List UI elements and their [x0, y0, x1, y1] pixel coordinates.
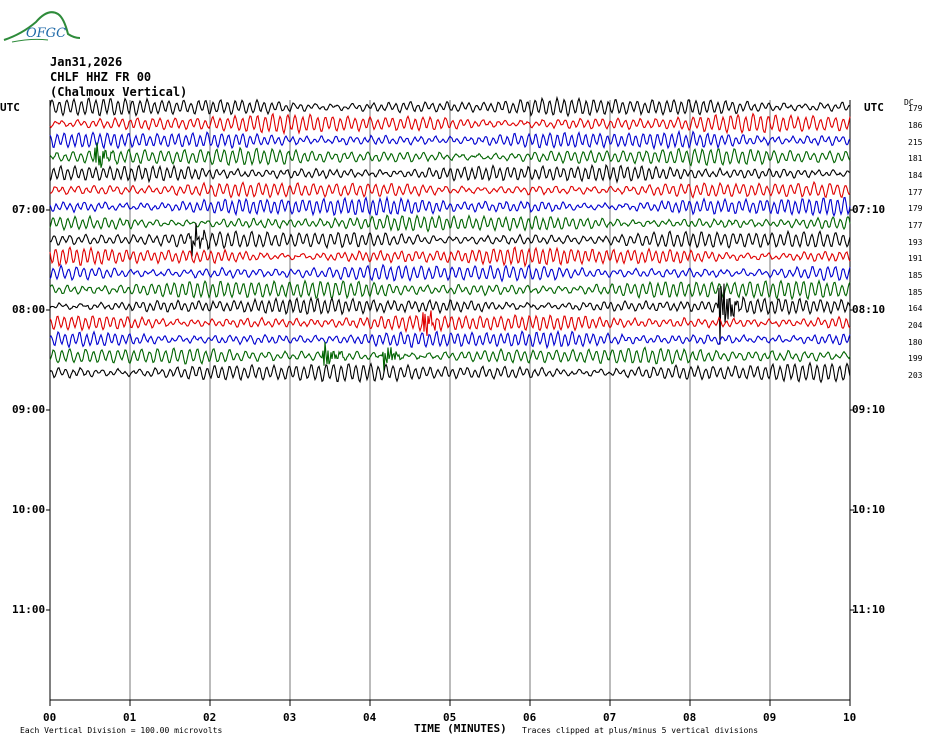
dc-offset: 203 [908, 371, 923, 380]
right-hour-label: 08:10 [852, 303, 886, 316]
dc-offset: 179 [908, 204, 923, 213]
seismic-trace [49, 283, 851, 345]
right-hour-label: 11:10 [852, 603, 886, 616]
left-hour-label: 11:00 [12, 603, 46, 616]
dc-offset: 204 [908, 321, 923, 330]
dc-offset: 177 [908, 188, 923, 197]
dc-offset: 215 [908, 138, 923, 147]
seismic-trace [49, 163, 851, 184]
dc-offset: 191 [908, 254, 923, 263]
dc-offset: 193 [908, 238, 923, 247]
left-hour-label: 08:00 [12, 303, 46, 316]
x-tick-label: 03 [283, 711, 297, 724]
x-tick-label: 04 [363, 711, 377, 724]
dc-offset: 185 [908, 288, 923, 297]
seismic-trace [49, 195, 851, 218]
station-code: CHLF HHZ FR 00 [50, 70, 152, 84]
x-tick-label: 00 [43, 711, 57, 724]
clip-note: Traces clipped at plus/minus 5 vertical … [522, 726, 759, 735]
dc-header: DC [904, 98, 914, 107]
logo-text: OFGC [26, 26, 67, 41]
x-tick-label: 08 [683, 711, 697, 724]
seismic-trace [49, 278, 851, 301]
dc-offset: 179 [908, 104, 923, 113]
seismic-trace [49, 180, 851, 199]
seismic-trace [49, 112, 851, 136]
left-hour-label: 09:00 [12, 403, 46, 416]
seismic-trace [49, 142, 851, 168]
dc-offset: 185 [908, 271, 923, 280]
seismic-trace [49, 341, 851, 372]
seismic-trace [49, 214, 851, 233]
left-hour-label: 10:00 [12, 503, 46, 516]
left-utc-label: UTC [0, 101, 20, 114]
x-axis-title: TIME (MINUTES) [414, 722, 507, 735]
dc-offset: 181 [908, 154, 923, 163]
logo: OFGC [2, 4, 82, 46]
dc-offset: 180 [908, 338, 923, 347]
dc-offset: 186 [908, 121, 923, 130]
seismic-trace [49, 95, 851, 118]
dc-offset: 164 [908, 304, 923, 313]
x-tick-label: 09 [763, 711, 777, 724]
right-hour-label: 07:10 [852, 203, 886, 216]
x-tick-label: 07 [603, 711, 617, 724]
seismic-trace [49, 223, 851, 257]
x-tick-label: 02 [203, 711, 217, 724]
dc-offset: 184 [908, 171, 923, 180]
right-hour-label: 09:10 [852, 403, 886, 416]
seismic-trace [49, 129, 851, 151]
right-utc-label: UTC [864, 101, 884, 114]
x-tick-label: 05 [443, 711, 457, 724]
station-name: (Chalmoux Vertical) [50, 85, 188, 99]
seismic-trace [49, 245, 851, 268]
seismic-trace [49, 329, 851, 350]
left-hour-label: 07:00 [12, 203, 46, 216]
chart-date: Jan31,2026 [50, 55, 123, 69]
right-hour-label: 10:10 [852, 503, 886, 516]
x-tick-label: 01 [123, 711, 137, 724]
x-tick-label: 06 [523, 711, 537, 724]
mountain-logo-icon [3, 11, 81, 43]
seismic-trace [49, 361, 851, 384]
scale-note: Each Vertical Division = 100.00 microvol… [20, 726, 223, 735]
dc-offset: 177 [908, 221, 923, 230]
dc-offset: 199 [908, 354, 923, 363]
seismic-trace [49, 310, 851, 337]
seismic-trace [49, 263, 851, 283]
x-tick-label: 10 [843, 711, 857, 724]
